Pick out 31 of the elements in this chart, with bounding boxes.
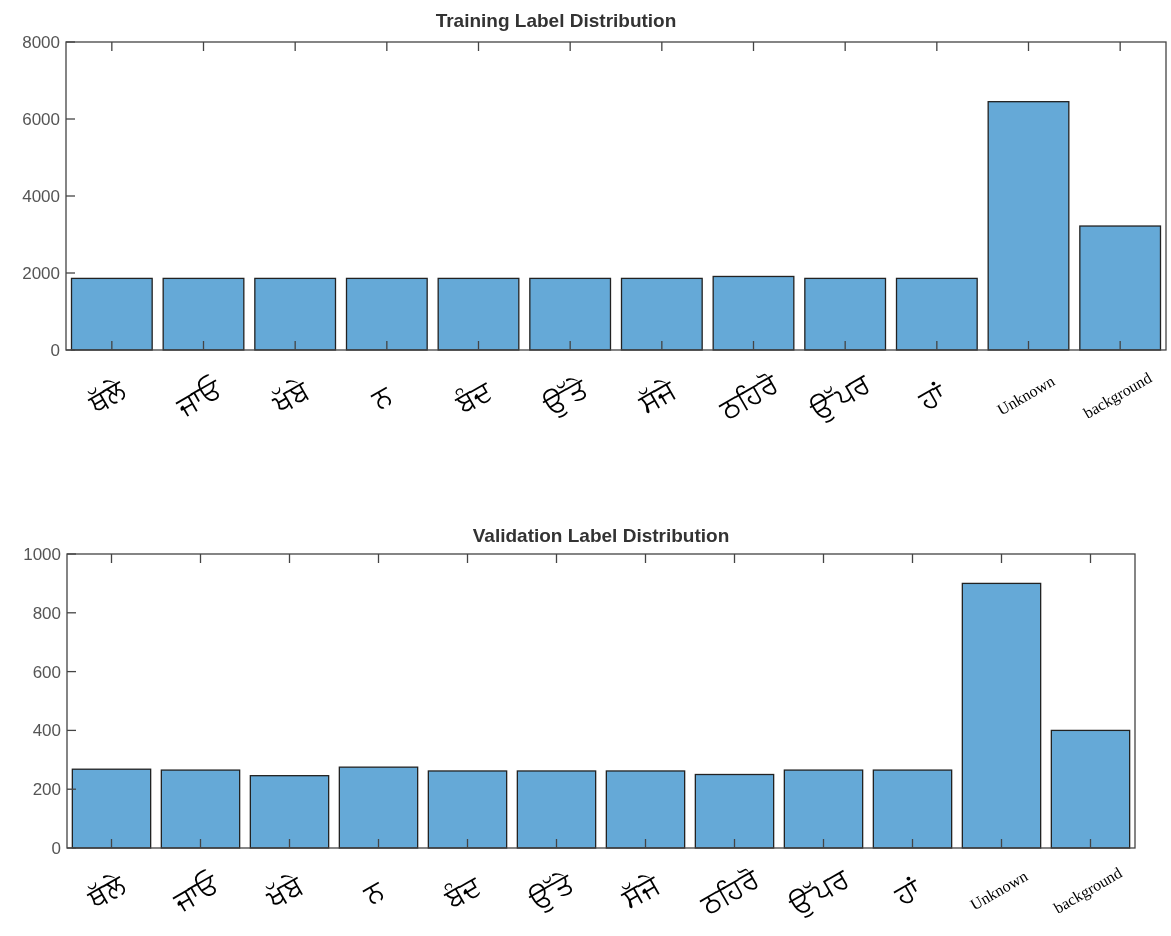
x-tick-label: ਨ <box>356 872 390 912</box>
y-tick-label: 6000 <box>22 110 60 129</box>
x-tick-label: ਬੰਦ <box>449 373 498 421</box>
x-tick-label: ਉੱਤੇ <box>523 865 581 918</box>
chart-title: Training Label Distribution <box>435 10 677 31</box>
y-tick-label: 200 <box>32 780 61 800</box>
x-tick-label: ਜਾਓ <box>169 370 228 424</box>
y-tick-label: 1000 <box>23 545 61 564</box>
x-tick-label: ਥੱਲੇ <box>81 867 132 916</box>
x-tick-label: ਠਹਿਰੋ <box>694 861 766 922</box>
x-tick-label: ਸੱਜੇ <box>615 867 666 916</box>
y-tick-label: 600 <box>32 662 61 682</box>
y-tick-label: 0 <box>51 839 61 858</box>
x-tick-label: ਹਾਂ <box>912 375 953 418</box>
x-tick-label: ਉੱਤੇ <box>536 370 595 423</box>
y-tick-label: 0 <box>50 341 60 360</box>
x-tick-label: ਠਹਿਰੋ <box>713 366 785 427</box>
x-tick-label: ਹਾਂ <box>887 870 928 913</box>
chart-title: Validation Label Distribution <box>472 525 730 546</box>
x-tick-label: ਸੱਜੇ <box>631 372 683 421</box>
y-tick-label: 8000 <box>22 33 60 52</box>
x-tick-label: ਥੱਲੇ <box>81 372 133 421</box>
y-tick-label: 2000 <box>22 264 60 283</box>
y-tick-label: 800 <box>32 603 61 623</box>
x-tick-label: ਖੱਬੇ <box>260 868 310 916</box>
x-tick-label: ਬੰਦ <box>438 868 487 916</box>
x-tick-label: ਖੱਬੇ <box>266 373 315 421</box>
x-tick-label: ਨ <box>365 377 399 417</box>
x-tick-label: ਜਾਓ <box>166 865 225 919</box>
y-tick-label: 400 <box>32 721 61 741</box>
y-tick-label: 4000 <box>22 187 60 206</box>
